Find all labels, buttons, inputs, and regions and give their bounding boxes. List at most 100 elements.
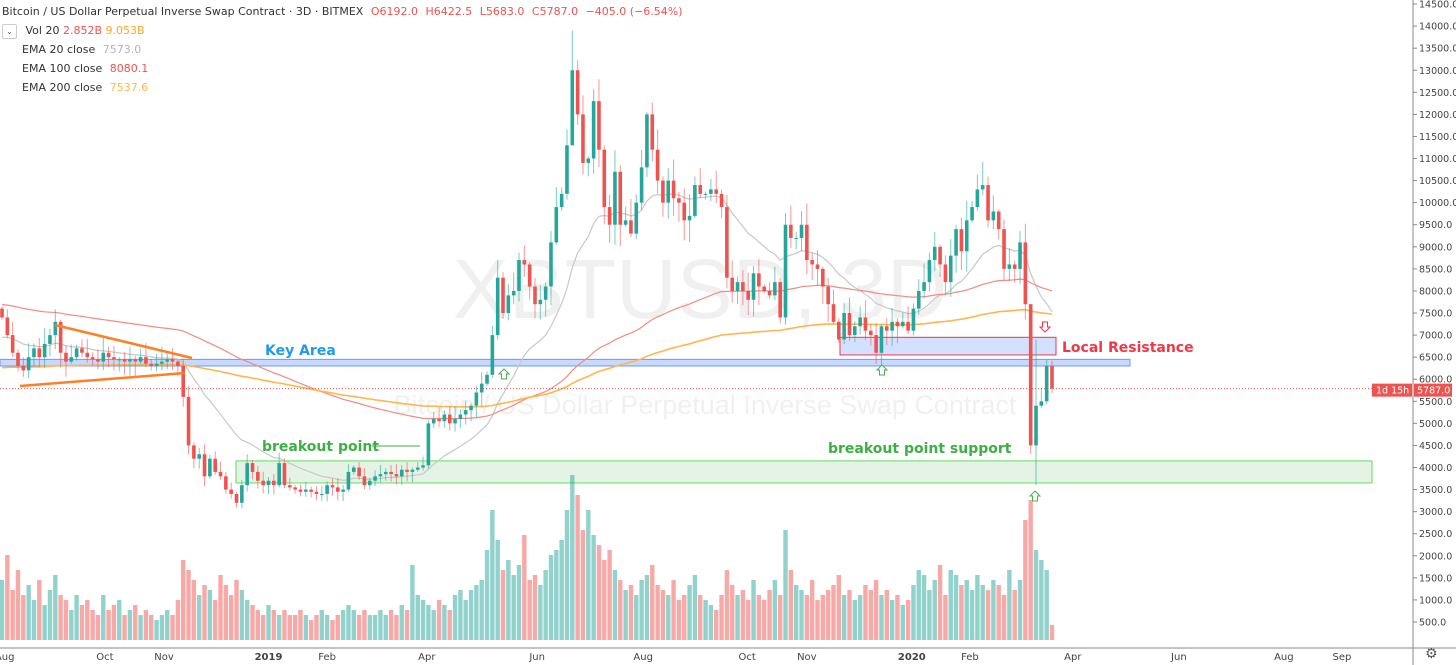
candle-body bbox=[485, 374, 489, 384]
candle-body bbox=[122, 359, 127, 362]
candle-body bbox=[325, 485, 329, 494]
volume-bar bbox=[314, 615, 319, 640]
candle-body bbox=[32, 348, 36, 358]
volume-bar bbox=[905, 600, 911, 640]
volume-bar bbox=[394, 615, 399, 640]
volume-bar bbox=[351, 610, 356, 640]
volume-bar bbox=[388, 610, 394, 640]
volume-bar bbox=[889, 600, 895, 640]
candle-body bbox=[383, 471, 388, 475]
candle-body bbox=[698, 185, 703, 194]
candle-body bbox=[677, 198, 681, 203]
candle-body bbox=[501, 277, 505, 314]
volume-bar bbox=[15, 570, 21, 640]
candle-body bbox=[373, 476, 377, 481]
time-tick-label: Aug bbox=[0, 652, 14, 663]
volume-bar bbox=[692, 575, 698, 640]
volume-bar bbox=[479, 580, 484, 640]
volume-bar bbox=[698, 595, 703, 640]
candle-body bbox=[783, 224, 788, 318]
key-area-zone bbox=[0, 358, 1131, 367]
volume-bar bbox=[133, 605, 138, 640]
volume-bar bbox=[452, 595, 458, 640]
volume-bar bbox=[538, 585, 543, 640]
gear-icon[interactable]: ⚙ bbox=[1425, 646, 1438, 662]
volume-bar bbox=[484, 550, 490, 640]
volume-bar bbox=[207, 590, 213, 640]
candle-body bbox=[330, 485, 335, 488]
candle-body bbox=[730, 277, 735, 291]
price-tick-label: 12000.0 bbox=[1419, 110, 1456, 121]
volume-bar bbox=[362, 610, 367, 640]
triangle-lower-line bbox=[19, 371, 186, 388]
volume-bar bbox=[634, 595, 639, 640]
price-tick-label: 5500.0 bbox=[1419, 397, 1452, 408]
ema200-row[interactable]: EMA 200 close 7537.6 bbox=[2, 78, 683, 97]
symbol-title[interactable]: Bitcoin / US Dollar Perpetual Inverse Sw… bbox=[2, 5, 364, 18]
volume-bar bbox=[95, 615, 101, 640]
candle-body bbox=[112, 357, 116, 360]
volume-bar bbox=[548, 555, 554, 640]
volume-bar bbox=[85, 600, 90, 640]
candle-body bbox=[693, 185, 697, 216]
volume-bar bbox=[841, 595, 847, 640]
volume-bar bbox=[255, 610, 261, 640]
ema100-row[interactable]: EMA 100 close 8080.1 bbox=[2, 59, 683, 78]
time-tick-label: Nov bbox=[154, 652, 174, 663]
volume-bar bbox=[90, 610, 95, 640]
candle-body bbox=[351, 467, 356, 472]
volume-bar bbox=[655, 585, 660, 640]
volume-bar bbox=[607, 550, 612, 640]
price-tick-label: 12500.0 bbox=[1419, 88, 1456, 99]
volume-bar bbox=[815, 600, 820, 640]
candle-body bbox=[474, 392, 479, 406]
volume-bar bbox=[975, 575, 980, 640]
candle-body bbox=[266, 480, 271, 486]
price-tick-label: 9500.0 bbox=[1419, 220, 1452, 231]
time-tick-label: Nov bbox=[797, 652, 817, 663]
chevron-down-icon[interactable]: ⌄ bbox=[2, 23, 17, 39]
volume-bar bbox=[330, 620, 335, 640]
candle-body bbox=[378, 474, 383, 477]
volume-indicator-row[interactable]: ⌄ Vol 20 2.852B 9.053B bbox=[2, 21, 683, 40]
volume-bar bbox=[276, 615, 282, 640]
candle-body bbox=[655, 149, 660, 181]
candle-body bbox=[367, 480, 372, 486]
candle-body bbox=[975, 189, 980, 208]
candle-body bbox=[709, 189, 713, 194]
candle-body bbox=[757, 273, 761, 287]
volume-bar bbox=[735, 595, 740, 640]
price-tick-label: 8500.0 bbox=[1419, 264, 1452, 275]
volume-bar bbox=[873, 580, 879, 640]
candle-body bbox=[511, 290, 516, 296]
candle-body bbox=[90, 357, 95, 360]
volume-bar bbox=[415, 595, 420, 640]
candle-body bbox=[847, 313, 852, 336]
symbol-row: Bitcoin / US Dollar Perpetual Inverse Sw… bbox=[2, 2, 683, 21]
candle-body bbox=[1002, 229, 1006, 269]
volume-bar bbox=[564, 510, 570, 640]
candle-body bbox=[815, 264, 820, 269]
volume-bar bbox=[644, 575, 650, 640]
local-resistance-zone bbox=[839, 336, 1057, 356]
candle-body bbox=[245, 463, 249, 486]
volume-bar bbox=[1023, 520, 1028, 640]
ema20-row[interactable]: EMA 20 close 7573.0 bbox=[2, 40, 683, 59]
volume-bar bbox=[218, 575, 223, 640]
candle-body bbox=[160, 361, 164, 364]
candle-body bbox=[778, 282, 782, 318]
candle-body bbox=[229, 489, 233, 494]
volume-bar bbox=[793, 585, 799, 640]
candle-body bbox=[463, 410, 468, 415]
time-tick-label: 2020 bbox=[898, 652, 926, 663]
candle-body bbox=[335, 487, 340, 492]
candle-body bbox=[240, 485, 244, 503]
volume-bar bbox=[895, 595, 900, 640]
volume-bar bbox=[42, 605, 47, 640]
volume-bar bbox=[831, 585, 836, 640]
price-tick-label: 11000.0 bbox=[1419, 154, 1456, 165]
candle-body bbox=[1039, 401, 1044, 406]
price-tick-label: 2000.0 bbox=[1419, 551, 1452, 562]
candle-body bbox=[517, 260, 521, 291]
